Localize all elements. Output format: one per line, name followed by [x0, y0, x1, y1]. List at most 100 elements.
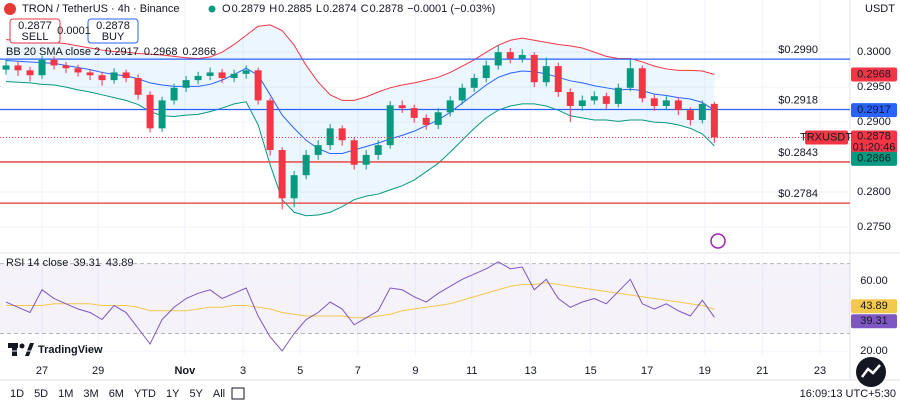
calendar-icon[interactable] [231, 387, 245, 400]
candle-body [62, 65, 70, 69]
x-tick-label: 5 [297, 365, 303, 377]
basis-tag-bg [851, 103, 897, 118]
level-label: $0.2843 [778, 147, 818, 159]
candle-body [698, 103, 706, 120]
x-tick-label: 23 [814, 365, 826, 377]
x-tick-label: 13 [525, 365, 537, 377]
rsi-tag: 39.31 [860, 315, 888, 327]
candle-body [86, 72, 94, 76]
last-price-tag: 0.2878 [857, 130, 891, 142]
currency: USDT [865, 3, 895, 15]
candle-body [614, 87, 622, 104]
bollinger-lower [5, 81, 715, 217]
rsi-band-fill [0, 263, 850, 334]
candle-body [362, 154, 370, 165]
ohlc-key: C [361, 3, 369, 15]
range-button[interactable]: All [213, 388, 225, 400]
candle-body [326, 128, 334, 146]
x-tick-label: 3 [240, 365, 246, 377]
symbol-icon [4, 3, 16, 15]
buy-price[interactable]: 0.2878 [96, 20, 130, 32]
indicator-value: 0.2917 [105, 46, 139, 58]
logo-part [12, 343, 17, 356]
sell-button[interactable] [9, 18, 61, 44]
candle-body [422, 117, 430, 125]
candle-body [482, 65, 490, 79]
candle-body [230, 73, 238, 79]
sell-price[interactable]: 0.2877 [18, 20, 52, 32]
candle-body [170, 87, 178, 101]
candle-body [266, 100, 274, 151]
indicator-label: RSI 14 close [6, 257, 68, 269]
candle-body [398, 105, 406, 109]
range-button[interactable]: 5Y [189, 388, 203, 400]
y-tick-label: 0.2800 [857, 186, 891, 198]
indicator-value: 0.2866 [182, 46, 216, 58]
x-tick-label: 11 [466, 365, 477, 377]
candle-body [410, 108, 418, 118]
rsi-ma-tag-bg [851, 299, 897, 314]
candle-body [158, 100, 166, 129]
candle-body [122, 72, 130, 79]
candle-body [338, 128, 346, 141]
candle-body [290, 175, 298, 199]
range-button[interactable]: 1M [58, 388, 73, 400]
candle-body [674, 100, 682, 111]
candle-body [578, 100, 586, 106]
candle-body [458, 87, 466, 101]
candle-body [134, 78, 142, 95]
chart-title: TRON / TetherUS · 4h · Binance [22, 3, 180, 15]
candle-body [206, 72, 214, 76]
x-tick-label: 21 [756, 365, 768, 377]
candle-body [182, 80, 190, 88]
candle-body [374, 145, 382, 155]
symbol-tag-bg [805, 130, 848, 145]
sell-label[interactable]: SELL [22, 31, 49, 43]
symbol-tag: TRXUSDT [800, 131, 852, 143]
corner-logo[interactable] [856, 357, 886, 387]
range-button[interactable]: 3M [83, 388, 98, 400]
x-tick-label: 9 [412, 365, 418, 377]
candle-body [38, 59, 46, 76]
upper-tag: 0.2968 [857, 68, 891, 80]
candle-body [74, 68, 82, 73]
candle-body [650, 98, 658, 106]
candle-body [254, 70, 262, 101]
ohlc-key: O [222, 3, 231, 15]
range-button[interactable]: YTD [134, 388, 156, 400]
candle-body [314, 145, 322, 155]
indicator-icon [710, 233, 726, 249]
candle-body [242, 70, 250, 74]
candle-body [434, 112, 442, 125]
candle-body [602, 96, 610, 104]
indicator-value: 43.89 [106, 257, 134, 269]
candle-body [302, 154, 310, 176]
range-button[interactable]: 1D [10, 388, 24, 400]
indicator-value: 39.31 [73, 257, 101, 269]
candle-body [626, 68, 634, 88]
range-button[interactable]: 1Y [166, 388, 180, 400]
basis-tag: 0.2917 [857, 104, 891, 116]
ohlc-value: 0.2874 [323, 3, 357, 15]
indicator-value: 0.2968 [144, 46, 178, 58]
candle-body [530, 54, 538, 83]
candle-body [26, 70, 34, 76]
candle-body [590, 96, 598, 101]
rsi-tag-bg [851, 314, 897, 329]
range-button[interactable]: 6M [109, 388, 124, 400]
x-tick-label: 15 [585, 365, 597, 377]
range-button[interactable]: 5D [34, 388, 48, 400]
candle-body [506, 52, 514, 59]
logo-part [25, 343, 34, 356]
lower-tag-bg [851, 151, 897, 166]
buy-label[interactable]: BUY [102, 31, 125, 43]
y-tick-label: 0.2900 [857, 116, 891, 128]
last-price-tag-bg [851, 130, 897, 155]
candle-body [638, 68, 646, 99]
buy-button[interactable] [87, 18, 139, 44]
ohlc-value: 0.2878 [370, 3, 404, 15]
rsi-ma [6, 282, 715, 319]
x-tick-label: 7 [355, 365, 361, 377]
candle-body [278, 150, 286, 199]
candle-body [350, 140, 358, 165]
